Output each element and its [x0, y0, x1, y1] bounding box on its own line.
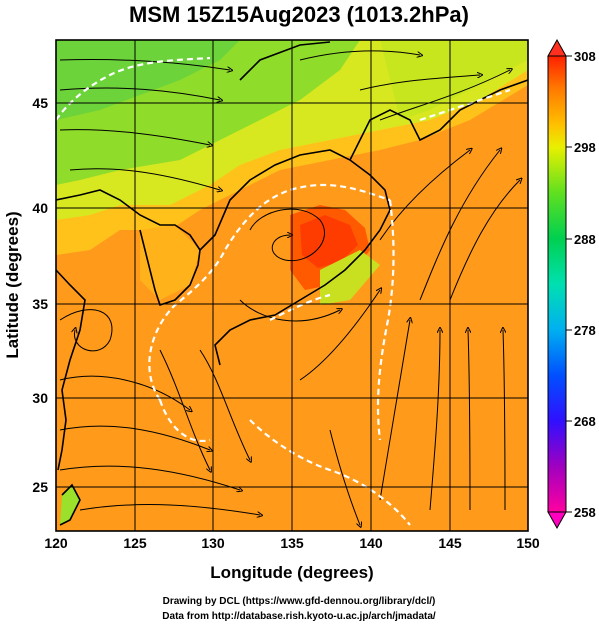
y-tick-label: 40: [32, 200, 48, 216]
credit-line-1: Drawing by DCL (https://www.gfd-dennou.o…: [163, 596, 436, 607]
colorbar-tick-label: 308: [574, 49, 596, 64]
x-tick-label: 125: [123, 535, 147, 551]
streamlines: [59, 50, 520, 525]
grid-lines: [56, 40, 528, 531]
y-axis-label: Latitude (degrees): [3, 211, 22, 358]
temperature-contours: [56, 56, 511, 526]
colorbar-tick-label: 298: [574, 140, 596, 155]
x-tick-label: 130: [201, 535, 225, 551]
y-tick-labels: 25 30 35 40 45: [32, 95, 48, 495]
colorbar-top-arrow: [547, 38, 567, 57]
y-tick-label: 30: [32, 390, 48, 406]
colorbar-tick-label: 258: [574, 505, 596, 520]
x-tick-labels: 120 125 130 135 140 145 150: [44, 535, 540, 551]
y-tick-label: 25: [32, 479, 48, 495]
colorbar-tick-label: 278: [574, 323, 596, 338]
colorbar-tick-label: 268: [574, 414, 596, 429]
colorbar-bottom-arrow: [547, 511, 567, 530]
x-tick-label: 140: [359, 535, 383, 551]
colorbar-tick-label: 288: [574, 232, 596, 247]
colorbar: 308 298 288 278 268 258: [547, 38, 596, 530]
x-tick-label: 145: [438, 535, 462, 551]
credit-line-2: Data from http://database.rish.kyoto-u.a…: [162, 611, 436, 622]
x-tick-label: 135: [280, 535, 304, 551]
colorbar-fill: [547, 55, 567, 513]
x-tick-label: 150: [516, 535, 540, 551]
plot-frame: [55, 39, 529, 532]
y-tick-label: 35: [32, 296, 48, 312]
x-tick-label: 120: [44, 535, 68, 551]
chart-title: MSM 15Z15Aug2023 (1013.2hPa): [129, 2, 469, 27]
x-axis-label: Longitude (degrees): [210, 563, 373, 582]
y-tick-label: 45: [32, 95, 48, 111]
